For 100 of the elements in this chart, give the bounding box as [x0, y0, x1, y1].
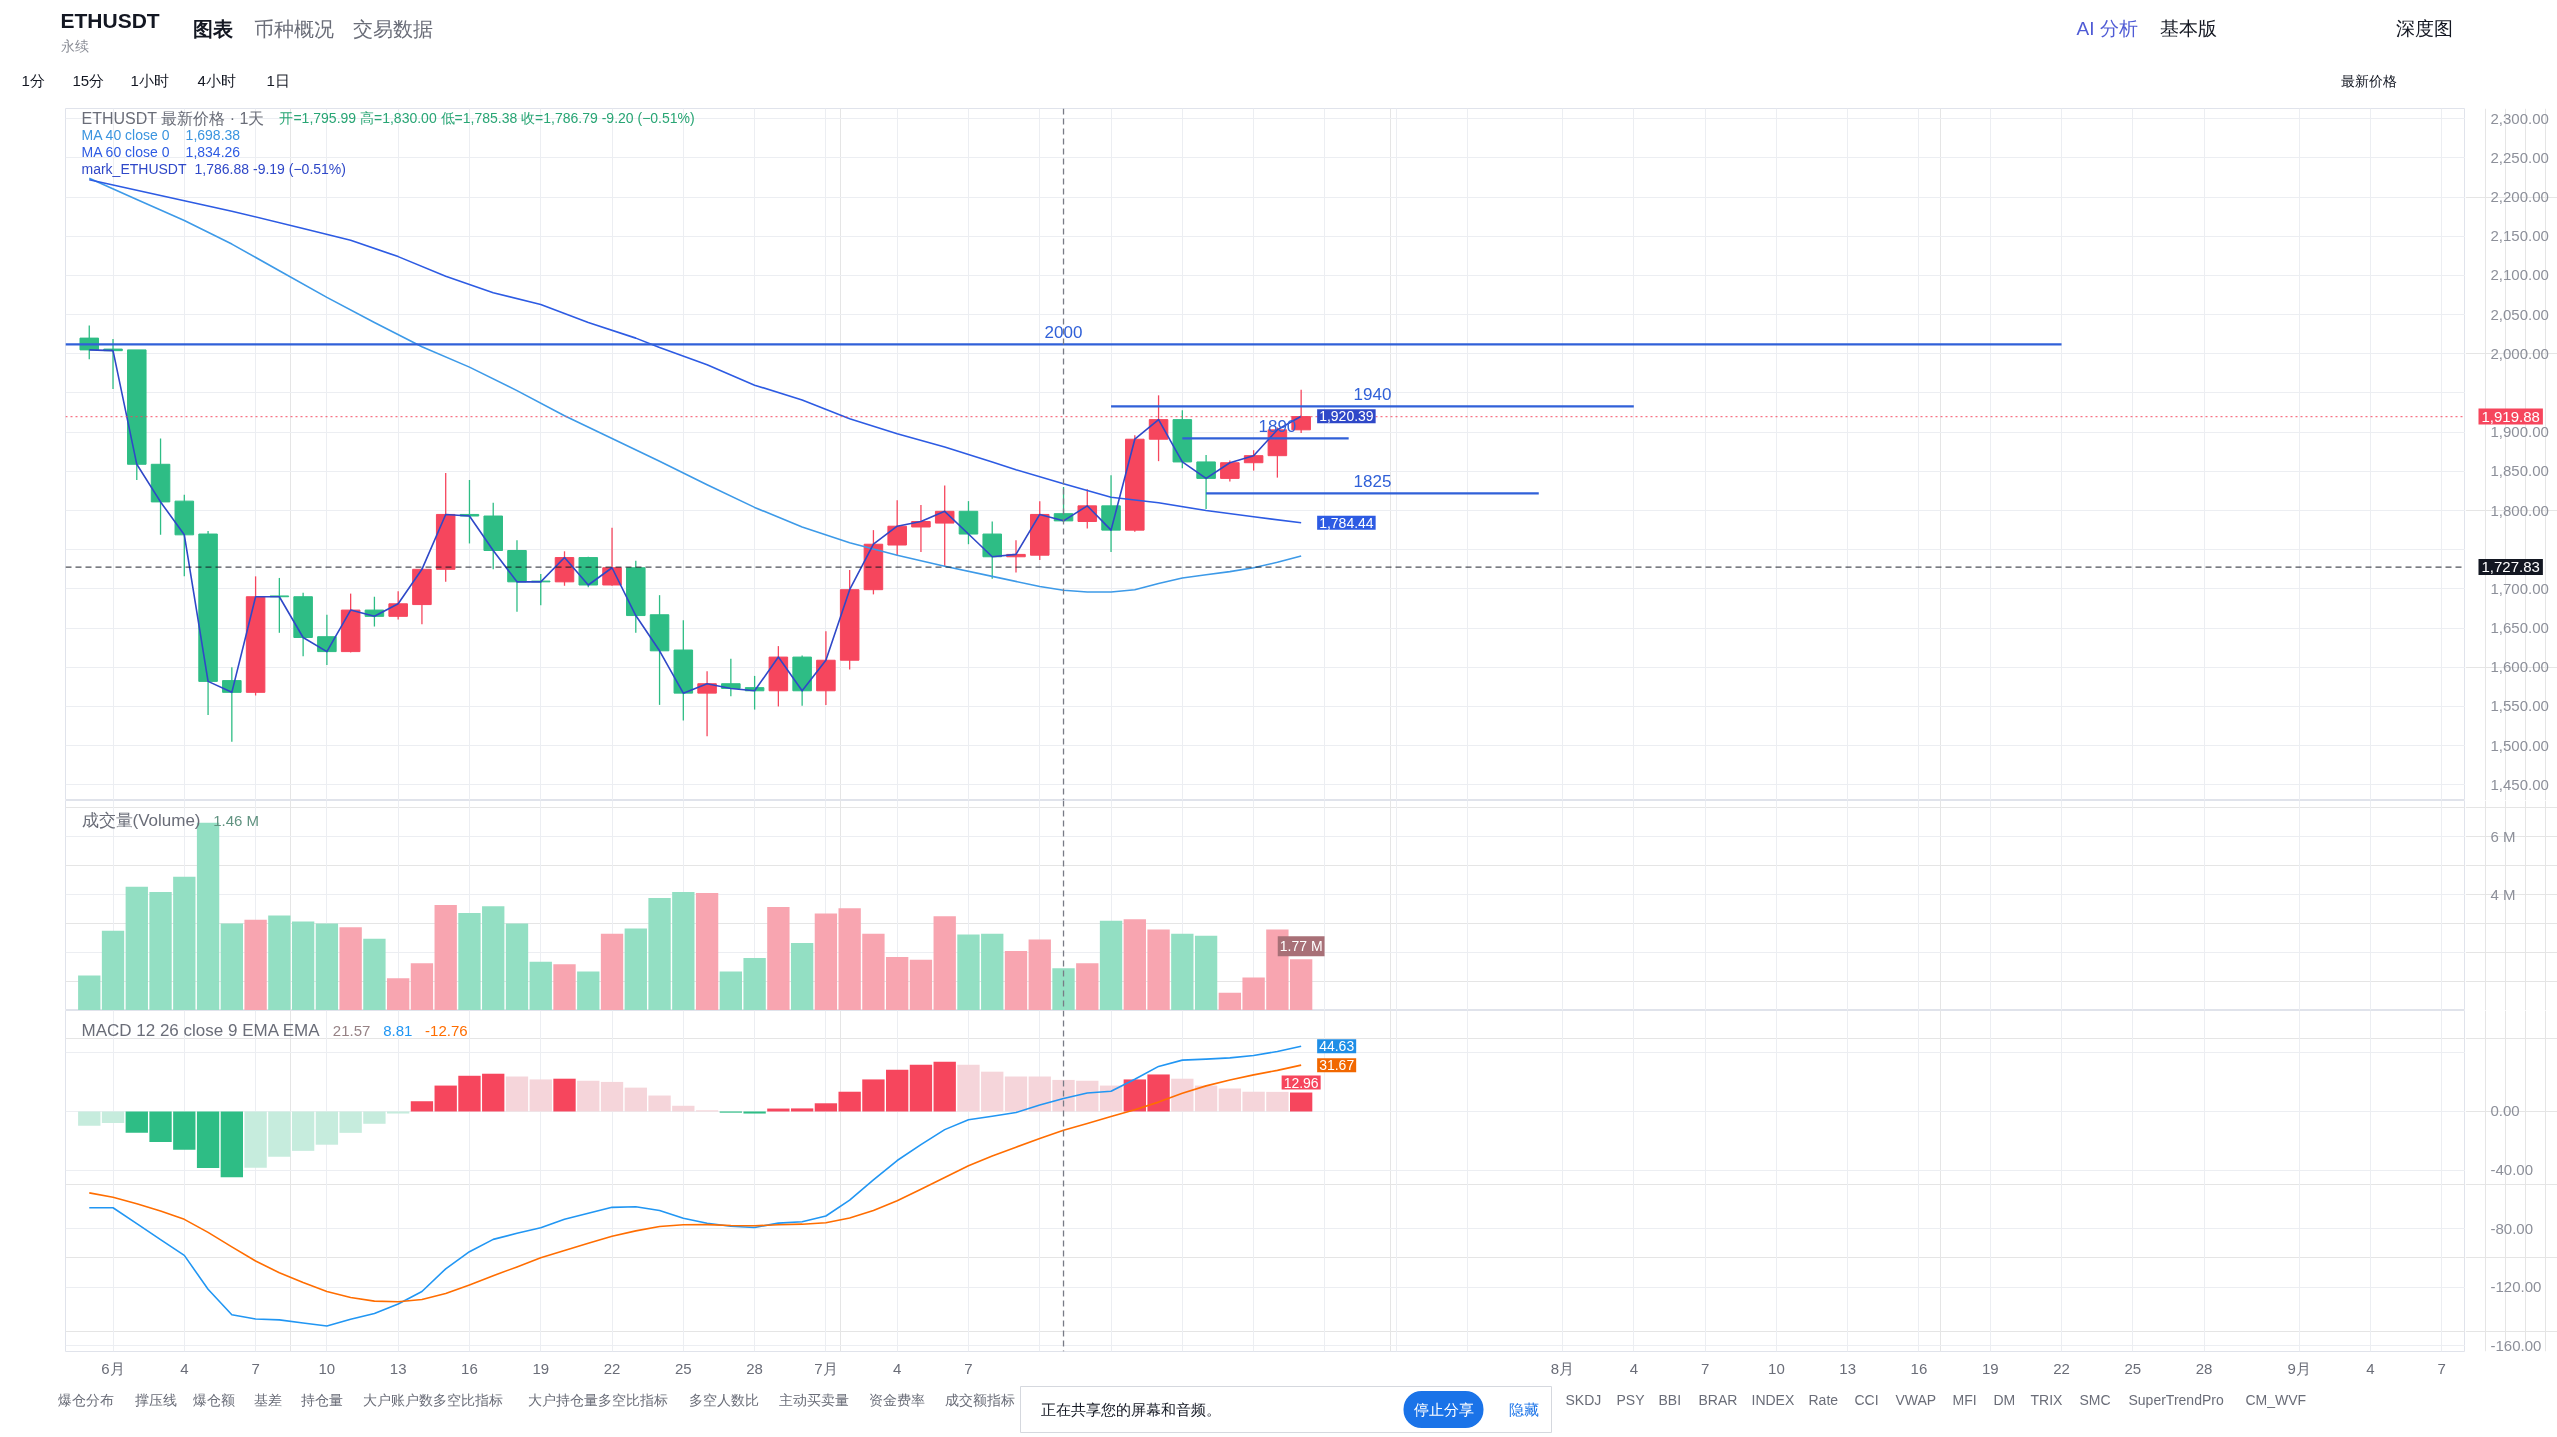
annotation: 21.57 [332, 1021, 371, 1039]
bar [220, 1111, 243, 1178]
annotation: 8.81 [383, 1021, 413, 1039]
text: AI 分析 [2076, 18, 2138, 39]
y-tick-label: 4 M [2490, 886, 2516, 904]
bar [196, 1111, 220, 1169]
series-label: MA 60 close 0 [81, 144, 170, 160]
data-label: 1,920.39 [1319, 408, 1374, 425]
text: 4小时 [197, 72, 236, 89]
annotation: 1825 [1353, 472, 1392, 492]
bar [339, 927, 362, 1010]
y-tick-label: 0.00 [2490, 1102, 2520, 1120]
x-tick-label: 10 [1768, 1359, 1785, 1377]
y-tick-label: 2,000.00 [2490, 344, 2549, 362]
text: 交易数据 [352, 17, 433, 40]
x-tick-label: 4 [2366, 1359, 2375, 1377]
bar [505, 1076, 529, 1112]
bar [220, 923, 243, 1010]
annotation: -12.76 [425, 1021, 468, 1039]
bar [244, 919, 267, 1010]
x-tick-label: 8月 [1550, 1359, 1575, 1377]
text: 大户账户数多空比指标 [362, 1391, 503, 1408]
bar [410, 963, 434, 1010]
candlestick [958, 500, 979, 545]
bar [577, 971, 600, 1010]
text: mark_ETHUSDT [81, 161, 187, 177]
y-tick-label: 6 M [2490, 828, 2516, 846]
bar [78, 1111, 101, 1126]
y-tick-label: -160.00 [2490, 1336, 2542, 1354]
text: 爆仓额 [192, 1391, 235, 1408]
text: VWAP [1895, 1391, 1937, 1408]
annotation: 1,786.88 -9.19 (−0.51%) [194, 161, 346, 177]
ref-line-label: 1,919.88 [2481, 407, 2540, 425]
text: 1日 [266, 72, 290, 89]
x-tick-label: 4 [180, 1359, 189, 1377]
data-label: 1,784.44 [1319, 514, 1374, 531]
x-tick-label: 16 [1910, 1359, 1928, 1377]
y-tick-label: 1,650.00 [2490, 619, 2549, 637]
data-label: 44.63 [1319, 1038, 1355, 1055]
annotation: 1940 [1353, 385, 1392, 405]
y-tick-label: 2,300.00 [2490, 109, 2549, 127]
x-tick-label: 7 [964, 1359, 973, 1377]
candlestick [1220, 459, 1240, 483]
bar [101, 1111, 125, 1124]
annotation: 1,834.26 [185, 144, 241, 160]
text: 图表 [192, 17, 233, 40]
bar [78, 975, 101, 1010]
candlestick [388, 590, 408, 621]
bar [387, 978, 410, 1010]
y-tick-label: 1,900.00 [2490, 423, 2549, 441]
y-tick-label: -40.00 [2490, 1161, 2534, 1179]
y-tick-label: 2,100.00 [2490, 266, 2549, 284]
text: 主动买卖量 [778, 1391, 849, 1408]
y-tick-label: 2,050.00 [2490, 305, 2549, 323]
text: 多空人数比 [688, 1391, 759, 1408]
text: 大户持仓量多空比指标 [527, 1391, 668, 1408]
text: 深度图 [2395, 18, 2453, 39]
x-tick-label: 6月 [101, 1359, 125, 1377]
text: PSY [1616, 1391, 1646, 1408]
x-tick-label: 7 [2437, 1359, 2446, 1377]
annotation: 1,698.38 [185, 127, 241, 143]
text: 成交量(Volume) [81, 811, 201, 830]
y-tick-label: 1,700.00 [2490, 579, 2549, 597]
y-tick-label: 1,850.00 [2490, 462, 2549, 480]
y-tick-label: 1,800.00 [2490, 501, 2549, 519]
y-tick-label: -80.00 [2490, 1219, 2534, 1237]
data-label: 1.77 M [1279, 938, 1323, 955]
text: 最新价格 [2340, 72, 2397, 89]
text: 隐藏 [1508, 1401, 1539, 1418]
x-tick-label: 7 [251, 1359, 260, 1377]
data-label: 12.96 [1283, 1074, 1319, 1091]
x-tick-label: 9月 [2287, 1359, 2311, 1377]
text: 成交额指标 [944, 1391, 1015, 1408]
text: 15分 [72, 72, 105, 89]
x-tick-label: 4 [893, 1359, 902, 1377]
text: 基本版 [2159, 18, 2217, 39]
text: BBI [1658, 1391, 1682, 1408]
x-tick-label: 19 [532, 1359, 550, 1377]
chart-subtitle: 开=1,795.99 高=1,830.00 低=1,785.38 收=1,786.79 -9.20 (−0.51%) [279, 110, 695, 126]
x-tick-label: 16 [461, 1359, 478, 1377]
bar [1004, 951, 1028, 1010]
bar [909, 959, 933, 1010]
text: MACD 12 26 close 9 EMA EMA [81, 1021, 321, 1040]
x-tick-label: 7 [1700, 1359, 1710, 1377]
x-tick-label: 22 [603, 1359, 621, 1377]
y-tick-label: 1,550.00 [2490, 697, 2549, 715]
bar [363, 938, 386, 1010]
y-tick-label: 2,200.00 [2490, 188, 2549, 206]
text: 正在共享您的屏幕和音频。 [1040, 1401, 1221, 1418]
candlestick [887, 499, 907, 556]
bar [600, 933, 624, 1010]
text: 永续 [60, 37, 89, 54]
bar [434, 905, 457, 1010]
text: 撑压线 [134, 1391, 177, 1408]
bar [1004, 1076, 1028, 1112]
x-tick-label: 28 [2195, 1359, 2213, 1377]
text: ETHUSDT [60, 9, 160, 32]
text: 1分 [21, 72, 45, 89]
x-tick-label: 13 [1839, 1359, 1857, 1377]
text: DM [1993, 1391, 2016, 1408]
